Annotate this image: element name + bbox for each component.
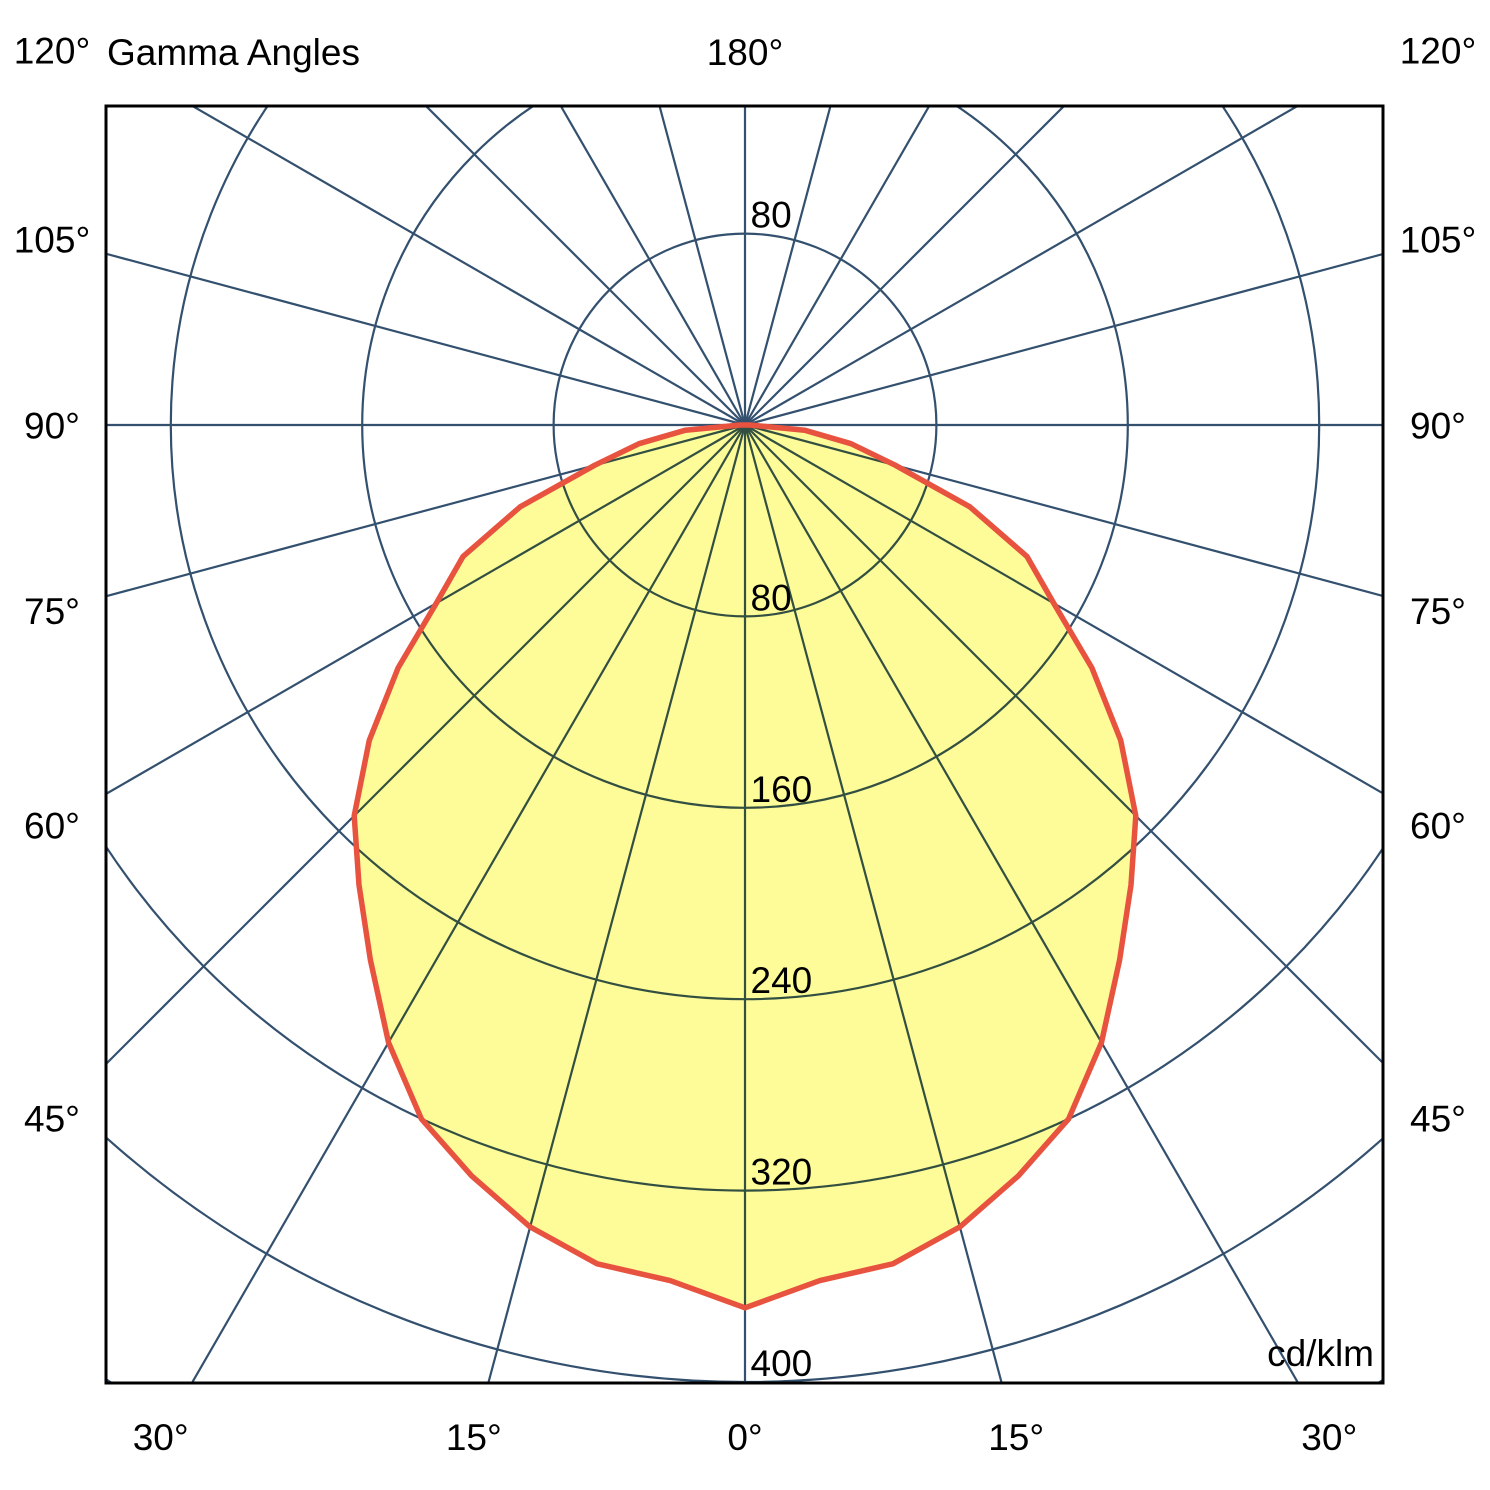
grid-radial-240 <box>190 106 746 426</box>
grid-radial-285 <box>106 423 746 598</box>
gamma-label-right-75: 75° <box>1410 591 1466 632</box>
ring-label-160: 160 <box>751 769 813 810</box>
grid-radial-315 <box>106 424 746 1066</box>
gamma-label-left-105: 105° <box>14 220 91 261</box>
chart-title: Gamma Angles <box>107 32 360 73</box>
grid-radial-15 <box>743 424 1003 1383</box>
grid-radial-150 <box>744 106 931 426</box>
grid-radial-60 <box>744 424 1383 795</box>
gamma-label-right-120: 120° <box>1400 30 1477 71</box>
gamma-label-bottom--30: 30° <box>133 1417 189 1458</box>
gamma-label-left-60: 60° <box>24 805 80 846</box>
gamma-label-bottom-15: 15° <box>988 1417 1044 1458</box>
axis-labels: 120° 120° 105° 105° 90° 90° 75° 75° 60° 60° 45° 45°… <box>14 30 1477 1458</box>
grid-radial-135 <box>744 106 1066 426</box>
grid-radial-120 <box>744 106 1300 426</box>
grid-radial-165 <box>743 106 832 426</box>
grid-radial-345 <box>487 424 747 1383</box>
grid-radial-75 <box>744 423 1383 598</box>
grid-radial-225 <box>424 106 746 426</box>
grid-radial-45 <box>744 424 1383 1065</box>
grid-radial-330 <box>190 424 746 1383</box>
ring-label-upper-80: 80 <box>751 195 792 236</box>
ring-label-240: 240 <box>751 960 813 1001</box>
gamma-label-bottom-0: 0° <box>727 1417 762 1458</box>
unit-label: cd/klm <box>1267 1333 1374 1374</box>
grid-radial-105 <box>744 252 1383 427</box>
grid-radial-210 <box>559 106 746 426</box>
grid-radial-255 <box>106 252 746 427</box>
ring-label-80: 80 <box>751 577 792 618</box>
gamma-label-right-90: 90° <box>1410 405 1466 446</box>
gamma-label-bottom--15: 15° <box>446 1417 502 1458</box>
grid-radial-300 <box>106 424 746 796</box>
gamma-label-180: 180° <box>707 32 784 73</box>
intensity-curve <box>351 422 1139 1311</box>
grid-radial-30 <box>744 424 1300 1383</box>
gamma-label-right-45: 45° <box>1410 1098 1466 1139</box>
gamma-label-right-105: 105° <box>1400 220 1477 261</box>
gamma-label-left-45: 45° <box>24 1098 80 1139</box>
gamma-label-left-120: 120° <box>14 30 91 71</box>
ring-label-400: 400 <box>751 1343 813 1384</box>
ring-label-320: 320 <box>751 1152 813 1193</box>
gamma-label-left-75: 75° <box>24 591 80 632</box>
grid-radial-195 <box>658 106 747 426</box>
gamma-label-bottom-30: 30° <box>1301 1417 1357 1458</box>
plot-border <box>104 104 1385 1385</box>
gamma-label-left-90: 90° <box>24 405 80 446</box>
gamma-label-right-60: 60° <box>1410 805 1466 846</box>
